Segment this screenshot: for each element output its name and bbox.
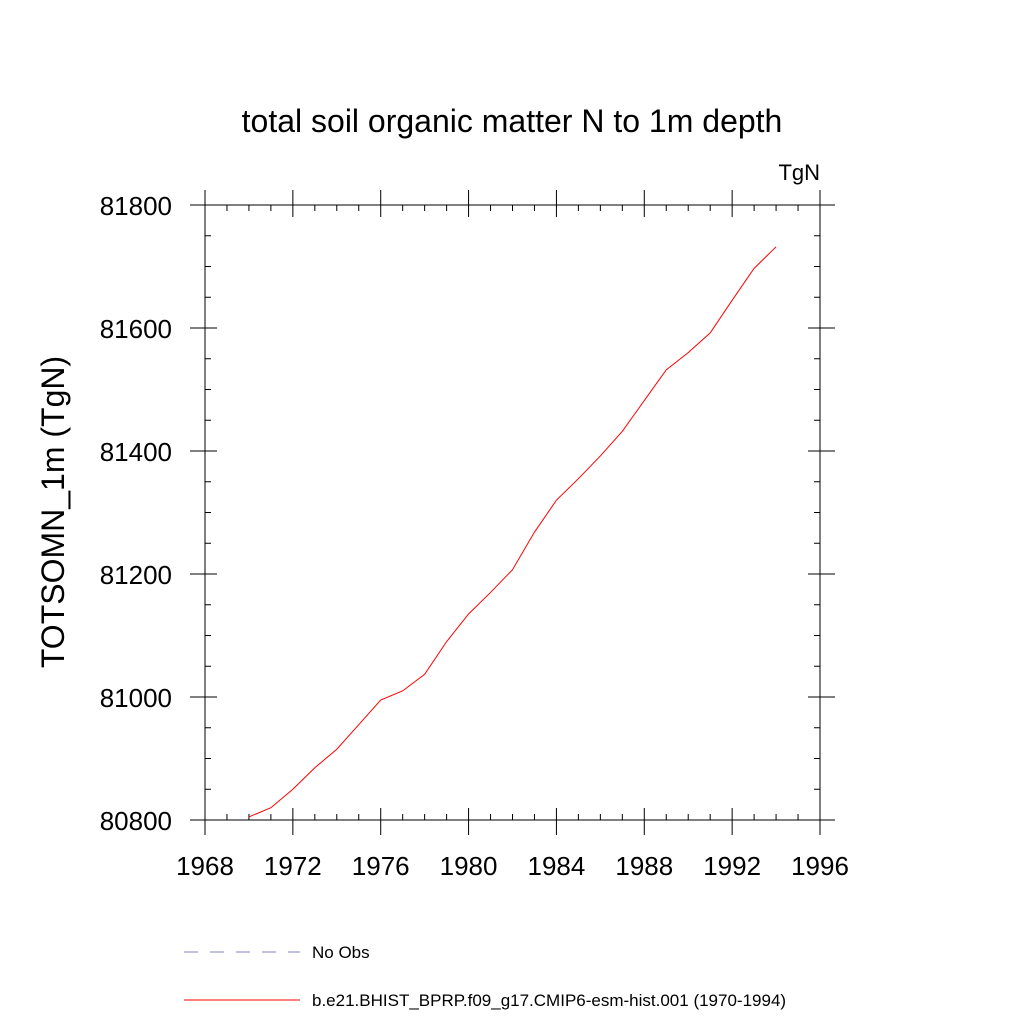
y-axis-label: TOTSOMN_1m (TgN) [35,356,71,668]
y-tick-label: 80800 [100,806,172,836]
x-tick-label: 1968 [176,851,234,881]
y-tick-label: 81800 [100,191,172,221]
legend: No Obs b.e21.BHIST_BPRP.f09_g17.CMIP6-esm… [184,943,786,1010]
x-tick-label: 1972 [264,851,322,881]
x-tick-label: 1984 [528,851,586,881]
x-tick-label: 1980 [440,851,498,881]
x-tick-label: 1996 [791,851,849,881]
y-tick-label: 81400 [100,437,172,467]
legend-label: No Obs [312,943,370,962]
y-tick-label: 81000 [100,683,172,713]
y-tick-label: 81600 [100,314,172,344]
chart-title: total soil organic matter N to 1m depth [242,103,783,139]
series-line-1 [248,246,777,818]
legend-label: b.e21.BHIST_BPRP.f09_g17.CMIP6-esm-hist.… [312,991,786,1010]
plot-frame [204,204,821,821]
y-tick-labels: 80800 81000 81200 81400 81600 81800 [100,191,172,836]
series-layer [248,246,777,818]
y-tick-label: 81200 [100,560,172,590]
x-tick-label: 1976 [352,851,410,881]
x-tick-label: 1992 [703,851,761,881]
units-label: TgN [778,160,820,185]
x-tick-label: 1988 [615,851,673,881]
x-tick-labels: 1968 1972 1976 1980 1984 1988 1992 1996 [176,851,849,881]
major-ticks [190,190,835,835]
minor-ticks [205,205,820,820]
